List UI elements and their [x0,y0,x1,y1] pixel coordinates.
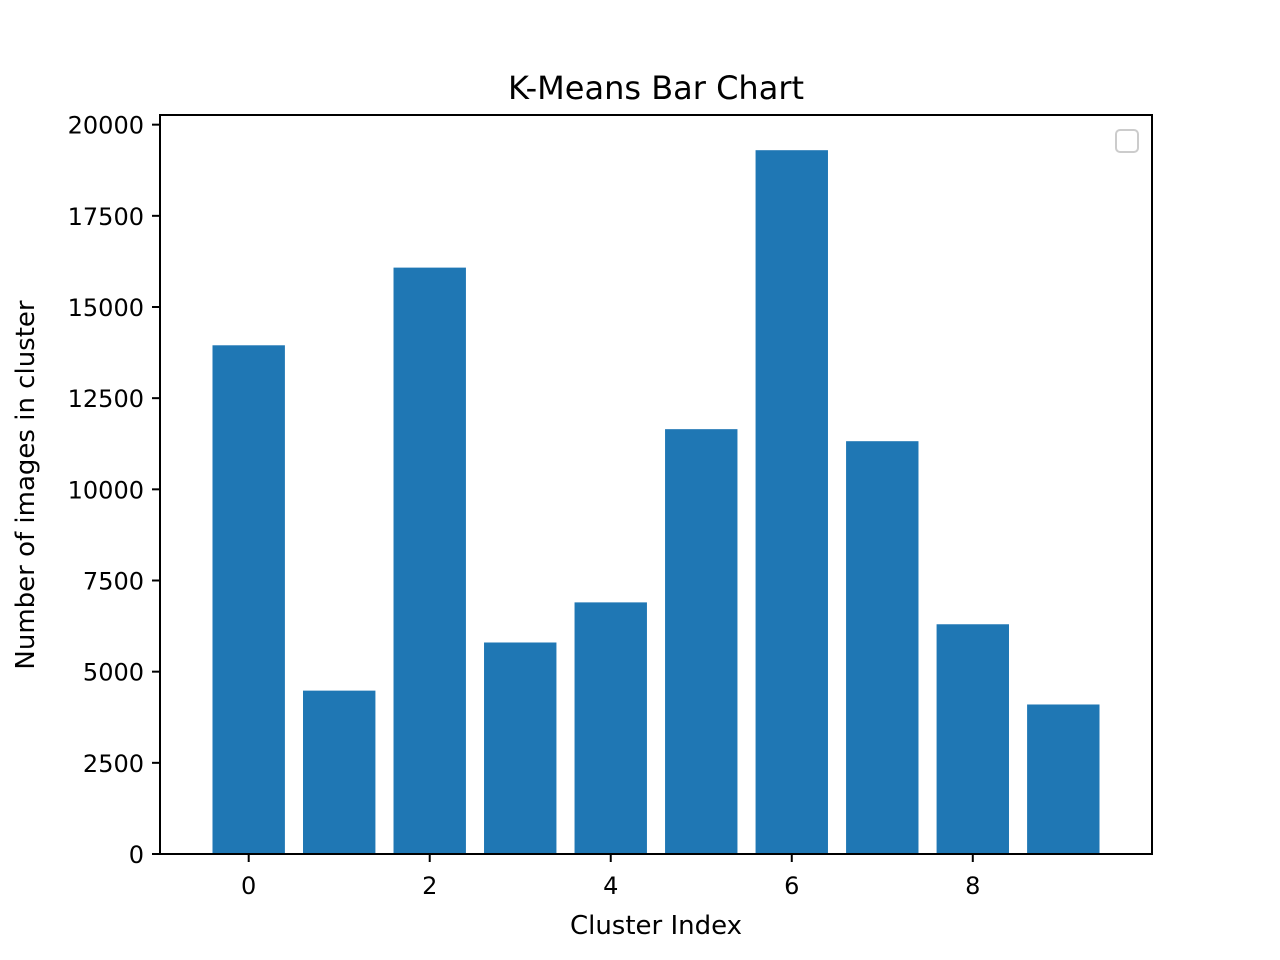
bar-cluster-3 [484,642,557,854]
y-axis-label: Number of images in cluster [11,300,41,670]
y-tick-label: 12500 [68,385,144,413]
y-ticks-group: 0 2500 5000 7500 10000 12500 15000 17500 20000 [68,112,160,869]
plot-frame [159,114,1153,855]
bar-cluster-1 [303,690,376,854]
x-tick-label: 8 [965,872,980,900]
y-tick-label: 17500 [68,203,144,231]
x-axis-label: Cluster Index [570,911,742,941]
y-tick-label: 15000 [68,294,144,322]
chart-title: K-Means Bar Chart [508,69,804,107]
bar-cluster-0 [212,345,285,854]
legend-box [1115,129,1139,153]
y-tick-label: 2500 [83,750,144,778]
bar-cluster-6 [755,150,828,854]
bar-cluster-4 [574,602,647,854]
y-tick-label: 10000 [68,476,144,504]
x-ticks-group: 0 2 4 6 8 [241,854,980,900]
bar-cluster-8 [936,624,1009,854]
bar-cluster-9 [1027,704,1100,854]
x-tick-label: 2 [422,872,437,900]
x-tick-label: 6 [784,872,799,900]
bar-cluster-7 [846,441,919,854]
bar-cluster-5 [665,429,738,854]
y-tick-label: 7500 [83,567,144,595]
x-tick-label: 0 [241,872,256,900]
x-tick-label: 4 [603,872,618,900]
y-tick-label: 0 [129,841,144,869]
y-tick-label: 5000 [83,659,144,687]
y-tick-label: 20000 [68,112,144,140]
bar-cluster-2 [393,267,466,854]
bars-group [212,150,1100,854]
